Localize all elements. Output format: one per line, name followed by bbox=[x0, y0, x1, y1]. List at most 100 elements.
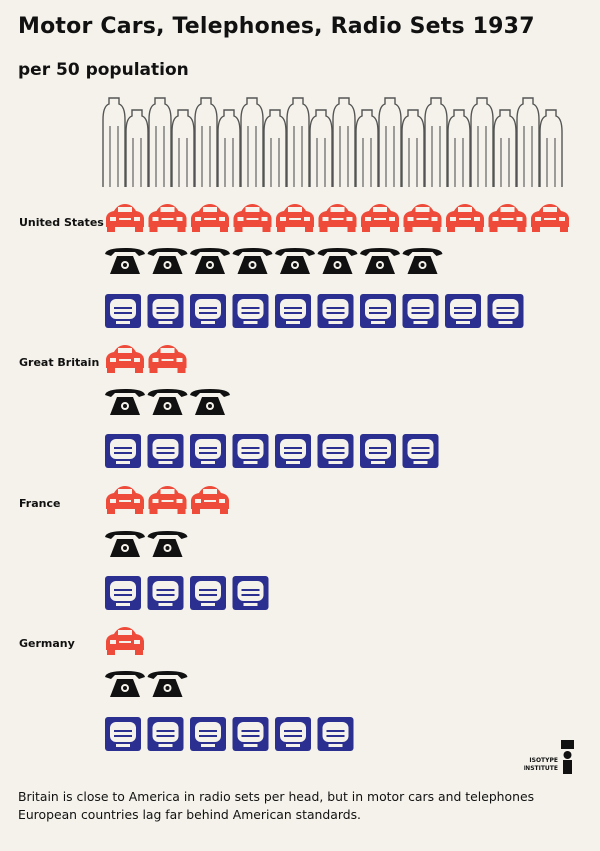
country-label: United States bbox=[19, 216, 104, 229]
person-icon bbox=[217, 109, 241, 187]
radio-icon bbox=[232, 717, 269, 751]
person-icon bbox=[240, 97, 264, 187]
country-label: Great Britain bbox=[19, 356, 99, 369]
telephone-icon bbox=[275, 248, 315, 274]
car-icon bbox=[106, 627, 144, 655]
footnote: Britain is close to America in radio set… bbox=[18, 789, 535, 822]
radio-icon bbox=[190, 576, 226, 610]
car-icon bbox=[148, 486, 187, 514]
motor-cars-row bbox=[106, 627, 144, 655]
telephone-icon bbox=[105, 671, 145, 697]
telephone-icon bbox=[190, 389, 230, 415]
telephone-icon bbox=[317, 248, 358, 274]
radio-icon bbox=[105, 294, 141, 328]
car-icon bbox=[531, 204, 569, 232]
isotype-logo: ISOTYPE INSTITUTE bbox=[523, 738, 584, 782]
country-group: Great Britain bbox=[19, 345, 439, 468]
country-group: Germany bbox=[19, 627, 354, 751]
motor-cars-row bbox=[106, 486, 229, 514]
car-icon bbox=[403, 204, 442, 232]
person-icon bbox=[493, 109, 517, 187]
telephone-icon bbox=[105, 531, 145, 557]
car-icon bbox=[106, 486, 144, 514]
radio-icon bbox=[105, 717, 141, 751]
car-icon bbox=[191, 486, 229, 514]
radio-icon bbox=[190, 294, 226, 328]
person-icon bbox=[286, 97, 310, 187]
radio-icon bbox=[190, 434, 226, 468]
person-icon bbox=[263, 109, 287, 187]
country-label: France bbox=[19, 497, 60, 510]
radio-icon bbox=[105, 434, 141, 468]
svg-text:INSTITUTE: INSTITUTE bbox=[524, 765, 558, 772]
chart-subtitle: per 50 population bbox=[18, 60, 189, 80]
radio-icon bbox=[147, 294, 184, 328]
telephone-icon bbox=[190, 248, 230, 274]
radio-sets-row bbox=[105, 294, 524, 328]
car-icon bbox=[276, 204, 314, 232]
car-icon bbox=[106, 204, 144, 232]
person-icon bbox=[102, 97, 126, 187]
person-icon bbox=[516, 97, 540, 187]
radio-icon bbox=[232, 576, 269, 610]
person-icon bbox=[470, 97, 494, 187]
radio-icon bbox=[487, 294, 524, 328]
motor-cars-row bbox=[106, 345, 187, 373]
svg-text:ISOTYPE: ISOTYPE bbox=[529, 757, 558, 764]
telephones-row bbox=[105, 248, 443, 274]
person-icon bbox=[378, 97, 402, 187]
car-icon bbox=[233, 204, 272, 232]
radio-icon bbox=[105, 576, 141, 610]
motor-cars-row bbox=[106, 204, 569, 232]
person-icon bbox=[401, 109, 425, 187]
telephone-icon bbox=[147, 531, 188, 557]
radio-icon bbox=[402, 294, 439, 328]
radio-icon bbox=[275, 717, 311, 751]
person-icon bbox=[148, 97, 172, 187]
radio-icon bbox=[232, 294, 269, 328]
car-icon bbox=[446, 204, 484, 232]
person-icon bbox=[309, 109, 333, 187]
telephone-icon bbox=[402, 248, 443, 274]
car-icon bbox=[318, 204, 357, 232]
radio-icon bbox=[317, 434, 354, 468]
country-label: Germany bbox=[19, 637, 75, 650]
radio-icon bbox=[147, 576, 184, 610]
telephones-row bbox=[105, 531, 188, 557]
telephone-icon bbox=[105, 248, 145, 274]
car-icon bbox=[361, 204, 399, 232]
car-icon bbox=[148, 345, 187, 373]
radio-icon bbox=[360, 294, 396, 328]
radio-icon bbox=[317, 717, 354, 751]
person-icon bbox=[125, 109, 149, 187]
radio-sets-row bbox=[105, 576, 269, 610]
radio-icon bbox=[402, 434, 439, 468]
car-icon bbox=[106, 345, 144, 373]
population-figures bbox=[102, 97, 563, 187]
car-icon bbox=[488, 204, 527, 232]
radio-sets-row bbox=[105, 717, 354, 751]
telephone-icon bbox=[147, 389, 188, 415]
pictogram-chart: United States Great Britain France Germany bbox=[19, 97, 569, 751]
telephone-icon bbox=[360, 248, 400, 274]
telephone-icon bbox=[147, 248, 188, 274]
car-icon bbox=[148, 204, 187, 232]
car-icon bbox=[191, 204, 229, 232]
radio-sets-row bbox=[105, 434, 439, 468]
person-icon bbox=[447, 109, 471, 187]
telephone-icon bbox=[232, 248, 273, 274]
radio-icon bbox=[317, 294, 354, 328]
telephone-icon bbox=[105, 389, 145, 415]
person-icon bbox=[539, 109, 563, 187]
country-group: France bbox=[19, 486, 269, 610]
person-icon bbox=[171, 109, 195, 187]
radio-icon bbox=[147, 434, 184, 468]
telephones-row bbox=[105, 671, 188, 697]
radio-icon bbox=[190, 717, 226, 751]
radio-icon bbox=[360, 434, 396, 468]
person-icon bbox=[355, 109, 379, 187]
telephones-row bbox=[105, 389, 230, 415]
person-icon bbox=[332, 97, 356, 187]
radio-icon bbox=[445, 294, 481, 328]
radio-icon bbox=[147, 717, 184, 751]
